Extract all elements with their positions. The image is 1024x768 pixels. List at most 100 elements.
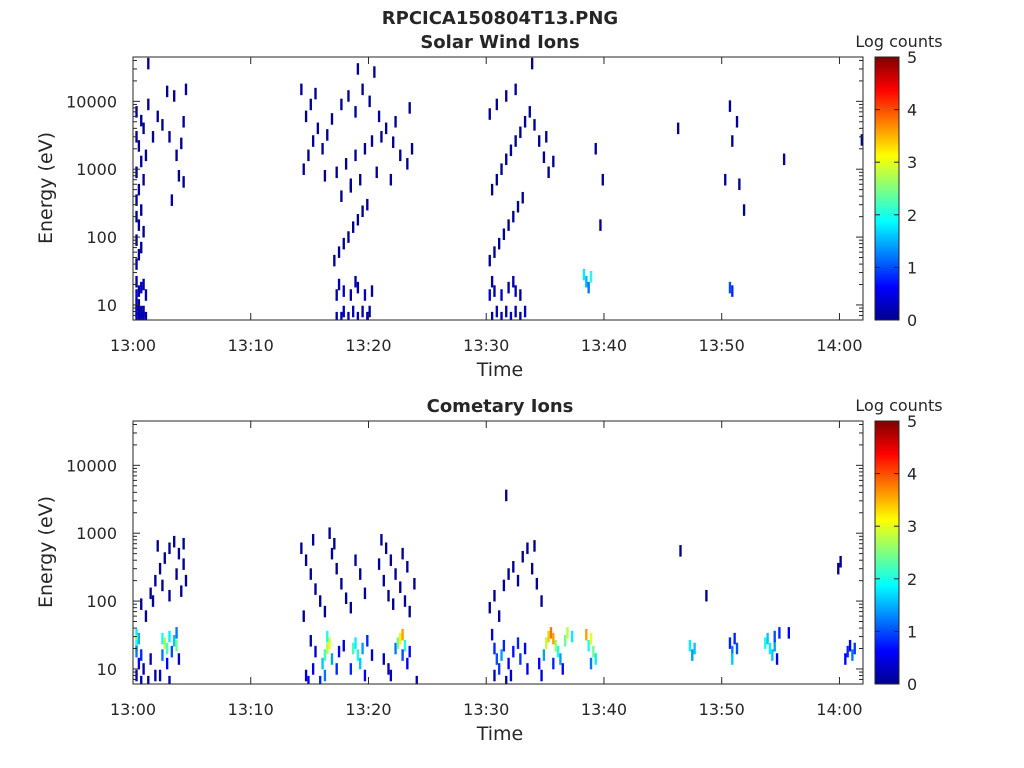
heatmap-cell <box>514 83 517 96</box>
heatmap-cell <box>514 135 517 147</box>
colorbar-tick-label: 3 <box>907 153 917 172</box>
heatmap-cell <box>488 289 491 301</box>
heatmap-cell <box>764 637 767 649</box>
heatmap-cell <box>394 116 397 128</box>
heatmap-cell <box>545 131 548 143</box>
x-tick-label: 13:20 <box>345 336 391 355</box>
heatmap-cell <box>490 311 494 320</box>
heatmap-cell <box>135 194 138 206</box>
y-tick-label: 10 <box>97 296 117 315</box>
heatmap-cell <box>354 554 357 566</box>
heatmap-cell <box>490 183 494 196</box>
heatmap-cell <box>333 254 336 267</box>
heatmap-cell <box>180 137 183 150</box>
heatmap-cell <box>161 119 164 131</box>
heatmap-cell <box>509 669 513 682</box>
heatmap-cell <box>142 305 145 318</box>
heatmap-cell <box>516 637 520 649</box>
heatmap-cell <box>342 285 345 297</box>
heatmap-cell <box>853 642 856 655</box>
heatmap-cell <box>493 285 496 297</box>
heatmap-cell <box>356 311 360 320</box>
heatmap-cell <box>354 106 357 118</box>
heatmap-cell <box>495 98 498 111</box>
heatmap-cell <box>589 271 593 283</box>
heatmap-cell <box>135 645 138 658</box>
heatmap-cell <box>356 63 360 75</box>
heatmap-cell <box>170 194 174 206</box>
heatmap-cell <box>547 166 550 179</box>
heatmap-cell <box>585 628 588 641</box>
heatmap-cell <box>135 639 138 652</box>
heatmap-cell <box>377 110 381 123</box>
heatmap-cell <box>860 134 863 146</box>
heatmap-cell <box>735 642 739 655</box>
colorbar-tick-label: 2 <box>907 570 917 589</box>
heatmap-cell <box>519 289 522 301</box>
heatmap-cell <box>173 90 176 102</box>
heatmap-cell <box>498 663 501 675</box>
x-tick-label: 14:00 <box>816 336 862 355</box>
heatmap-cell <box>731 645 734 658</box>
heatmap-cell <box>370 285 374 297</box>
heatmap-cell <box>738 178 741 191</box>
heatmap-cell <box>509 311 513 320</box>
heatmap-cell <box>335 289 338 301</box>
heatmap-cell <box>323 605 327 618</box>
heatmap-cell <box>142 122 145 135</box>
heatmap-cell <box>542 151 546 164</box>
heatmap-cells <box>135 57 863 320</box>
heatmap-cell <box>768 642 772 655</box>
heatmap-cell <box>182 558 185 570</box>
colorbar-tick-label: 5 <box>907 412 917 431</box>
heatmap-cell <box>505 90 508 102</box>
heatmap-cell <box>359 657 362 670</box>
heatmap-cell <box>554 639 557 652</box>
heatmap-cell <box>728 281 732 294</box>
heatmap-cell <box>168 589 171 602</box>
heatmap-cell <box>137 183 141 196</box>
heatmap-cell <box>328 527 331 539</box>
heatmap-cell <box>377 558 381 570</box>
heatmap-cell <box>311 135 315 147</box>
colorbar-tick-label: 0 <box>907 311 917 330</box>
heatmap-cell <box>731 653 734 665</box>
y-tick-label: 10 <box>97 660 117 679</box>
colorbar-tick-label: 0 <box>907 675 917 694</box>
x-tick-label: 13:00 <box>110 700 156 719</box>
heatmap-cell <box>705 589 708 602</box>
heatmap-cell <box>410 143 414 155</box>
heatmap-cell <box>413 577 416 590</box>
heatmap-cell <box>337 278 341 291</box>
heatmap-cell <box>505 675 508 684</box>
heatmap-cell <box>154 574 157 587</box>
x-ticks: 13:00 13:10 13:20 13:30 13:40 13:50 14:00 <box>110 57 863 355</box>
heatmap-cell <box>175 149 178 162</box>
heatmap-cell <box>158 562 162 575</box>
heatmap-cell <box>547 630 550 643</box>
heatmap-cell <box>406 158 409 170</box>
heatmap-cell <box>177 547 181 560</box>
heatmap-cell <box>587 281 590 294</box>
y-axis-label: Energy (eV) <box>35 132 57 244</box>
heatmap-cell <box>326 129 329 141</box>
heatmap-cell <box>368 305 371 318</box>
heatmap-cell <box>545 637 548 649</box>
heatmap-cell <box>316 122 320 135</box>
heatmap-cell <box>535 577 539 590</box>
heatmap-cell <box>507 281 510 294</box>
heatmap-cell <box>839 555 842 568</box>
heatmap-cell <box>490 628 494 641</box>
heatmap-cell <box>724 173 727 186</box>
heatmap-cell <box>304 554 308 566</box>
heatmap-cell <box>521 191 524 204</box>
heatmap-cell <box>337 645 341 658</box>
heatmap-cell <box>512 561 515 573</box>
heatmap-cell <box>314 645 317 658</box>
heatmap-cell <box>340 98 343 111</box>
heatmap-cell <box>389 554 393 566</box>
heatmap-cell <box>323 669 327 682</box>
heatmap-cell <box>319 595 322 607</box>
